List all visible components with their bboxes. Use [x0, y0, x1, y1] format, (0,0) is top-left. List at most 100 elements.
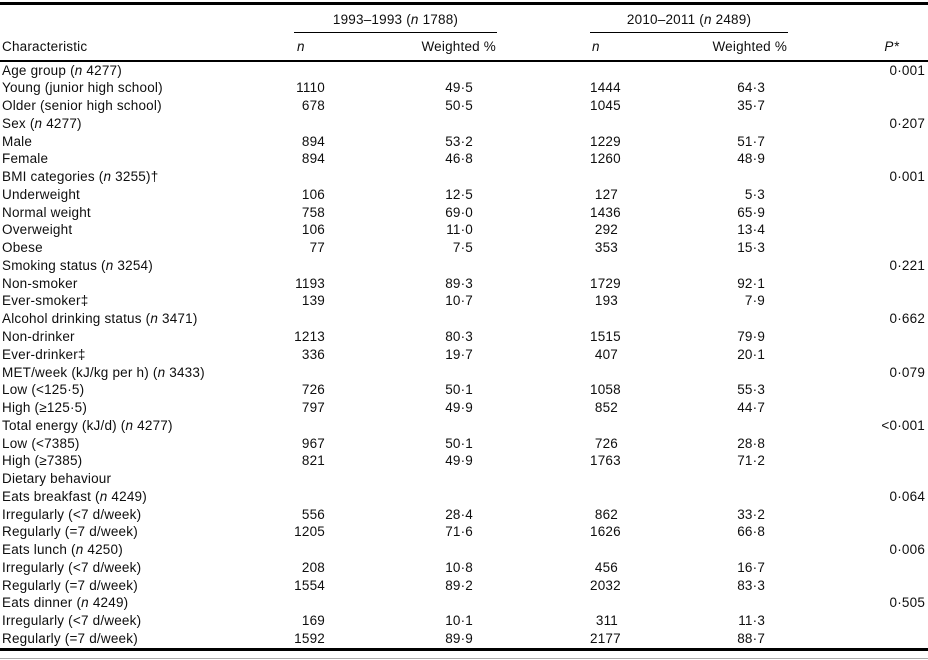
cell-gap	[497, 417, 590, 435]
cell-n-1993: 106	[301, 222, 325, 238]
row-label: High (≥125·5)	[2, 400, 88, 416]
cell-gap	[497, 541, 590, 559]
cell-weighted-percent-2010	[668, 488, 788, 506]
cell-weighted-percent-2010: 55·3	[737, 382, 766, 398]
row-label: BMI categories (n 3255)†	[2, 169, 159, 185]
cell-n-1993: 77	[309, 240, 325, 256]
cell-n-1993	[294, 257, 374, 275]
weighted-percent-column-header-2010: Weighted %	[668, 32, 789, 62]
cell-n-2010: 193	[594, 293, 619, 309]
table-row: Smoking status (n 3254) 0·221	[0, 257, 928, 275]
cell-p-value	[788, 186, 928, 204]
cell-p-value	[788, 577, 928, 595]
cell-weighted-percent-2010: 64·3	[737, 80, 766, 96]
cell-n-1993: 797	[301, 400, 325, 416]
cell-n-2010: 1045	[590, 98, 621, 114]
row-label: Age group (n 4277)	[2, 62, 122, 78]
row-label: Normal weight	[2, 204, 91, 220]
row-label: Non-drinker	[2, 328, 75, 344]
row-label: Sex (n 4277)	[2, 115, 82, 131]
row-label: Eats dinner (n 4249)	[2, 595, 129, 611]
cell-n-1993: 106	[301, 186, 325, 202]
cell-weighted-percent-2010: 66·8	[737, 524, 766, 540]
cell-p-value	[788, 133, 928, 151]
row-label: Non-smoker	[2, 275, 78, 291]
cell-weighted-percent-2010: 20·1	[737, 346, 766, 362]
table-row: High (≥7385) 821 49·9 1763 71·2	[0, 452, 928, 470]
n-column-header-2010: n	[590, 32, 669, 62]
cell-n-1993: 1554	[294, 577, 325, 593]
row-label: Overweight	[2, 222, 73, 238]
table-row: Non-drinker 1213 80·3 1515 79·9	[0, 328, 928, 346]
table-row: Sex (n 4277) 0·207	[0, 115, 928, 133]
cell-n-2010: 1763	[590, 453, 621, 469]
cell-n-2010	[590, 257, 668, 275]
table-body: Age group (n 4277) 0·001 Young (junior hig…	[0, 61, 928, 650]
row-label: Low (<7385)	[2, 435, 80, 451]
cell-p-value	[788, 221, 928, 239]
cell-gap	[497, 275, 590, 293]
cell-n-2010	[590, 310, 668, 328]
cell-weighted-percent-1993: 50·1	[445, 435, 474, 451]
cell-n-1993: 1193	[295, 275, 325, 291]
cell-p-value	[788, 523, 928, 541]
cell-n-1993: 967	[301, 435, 325, 451]
cell-weighted-percent-2010	[668, 168, 788, 186]
cell-weighted-percent-1993	[374, 61, 497, 80]
cell-n-1993: 1213	[294, 328, 325, 344]
table-row: MET/week (kJ/kg per h) (n 3433) 0·079	[0, 364, 928, 382]
cell-n-2010: 1515	[590, 328, 621, 344]
cell-n-1993: 208	[301, 559, 325, 575]
cell-weighted-percent-2010: 79·9	[737, 328, 766, 344]
cell-n-2010	[590, 115, 668, 133]
row-label: Irregularly (<7 d/week)	[2, 506, 142, 522]
cell-weighted-percent-2010: 88·7	[737, 631, 766, 646]
table-row: Non-smoker 1193 89·3 1729 92·1	[0, 275, 928, 293]
cell-p-value	[788, 630, 928, 649]
cell-p-value	[788, 275, 928, 293]
cell-n-1993: 726	[301, 382, 325, 398]
cell-weighted-percent-2010: 71·2	[737, 453, 766, 469]
cell-n-1993: 1205	[294, 524, 325, 540]
cell-p-value	[788, 204, 928, 222]
cell-n-2010	[590, 594, 668, 612]
cell-p-value	[788, 399, 928, 417]
cell-n-1993	[294, 470, 374, 488]
cell-p-value	[788, 612, 928, 630]
cell-n-1993	[294, 364, 374, 382]
cell-gap	[497, 239, 590, 257]
cell-weighted-percent-1993: 12·5	[445, 186, 474, 202]
row-label: Regularly (=7 d/week)	[2, 524, 138, 540]
cell-weighted-percent-2010: 7·9	[744, 293, 766, 309]
cell-gap	[497, 61, 590, 80]
cell-n-2010: 1436	[590, 204, 621, 220]
group-gap	[497, 4, 590, 33]
cell-weighted-percent-1993: 10·7	[445, 293, 474, 309]
column-gap	[497, 32, 591, 62]
table-row: Eats dinner (n 4249) 0·505	[0, 594, 928, 612]
cell-n-1993: 821	[301, 453, 325, 469]
cell-weighted-percent-1993: 10·8	[445, 559, 474, 575]
table-row: Older (senior high school) 678 50·5 1045 35·…	[0, 97, 928, 115]
table-row: Eats breakfast (n 4249) 0·064	[0, 488, 928, 506]
cell-p-value	[788, 435, 928, 453]
cell-weighted-percent-2010	[668, 417, 788, 435]
table-row: Ever-drinker‡ 336 19·7 407 20·1	[0, 346, 928, 364]
cell-weighted-percent-2010: 44·7	[737, 400, 766, 416]
row-label: Irregularly (<7 d/week)	[2, 613, 142, 629]
row-label: Total energy (kJ/d) (n 4277)	[2, 417, 173, 433]
table-row: Irregularly (<7 d/week) 556 28·4 862 33·2	[0, 506, 928, 524]
cell-p-value: 0·207	[889, 115, 926, 131]
row-label: Alcohol drinking status (n 3471)	[2, 311, 198, 327]
cell-weighted-percent-2010: 83·3	[737, 577, 766, 593]
cell-n-1993	[294, 310, 374, 328]
cell-weighted-percent-1993: 50·5	[445, 98, 474, 114]
cell-weighted-percent-1993	[374, 417, 497, 435]
cell-weighted-percent-1993	[374, 364, 497, 382]
cell-gap	[497, 115, 590, 133]
cell-weighted-percent-1993: 69·0	[445, 204, 474, 220]
cell-n-2010: 2032	[590, 577, 621, 593]
cell-weighted-percent-1993	[374, 115, 497, 133]
cell-n-1993: 1592	[294, 631, 325, 646]
cell-n-2010	[590, 541, 668, 559]
